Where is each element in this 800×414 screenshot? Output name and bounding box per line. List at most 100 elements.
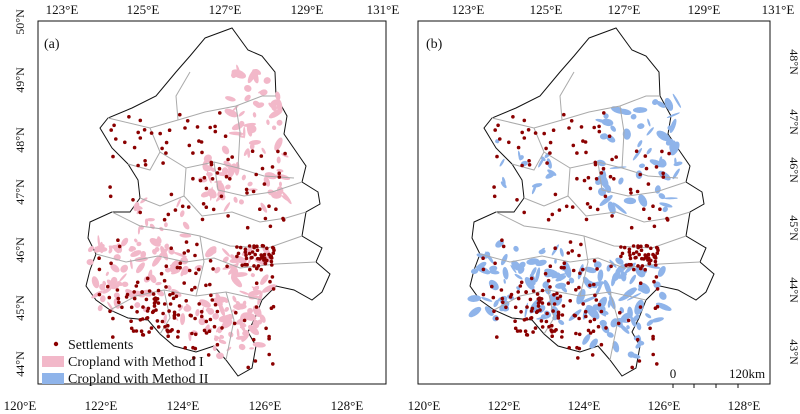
cropland-patch (232, 295, 237, 303)
cropland-patch (272, 125, 277, 131)
settlement-dot (591, 329, 596, 334)
settlement-dot (583, 140, 588, 144)
settlement-dot (577, 346, 582, 351)
settlement-dot (243, 247, 248, 252)
cropland-patch (601, 118, 614, 127)
settlement-dot (493, 128, 498, 132)
panel-a-cropland-layer (86, 64, 292, 360)
settlement-dot (238, 245, 243, 250)
settlement-dot (210, 177, 215, 181)
cropland-patch (568, 277, 575, 284)
settlement-dot (665, 218, 670, 222)
settlement-dot (192, 356, 196, 360)
settlement-dot (164, 140, 169, 145)
settlement-dot (551, 309, 555, 313)
settlement-dot (568, 299, 572, 303)
settlement-dot (259, 253, 264, 257)
settlement-dot (213, 129, 218, 134)
settlement-dot (620, 251, 625, 256)
settlement-dot (500, 238, 504, 242)
settlement-dot (183, 126, 187, 130)
settlement-dot (540, 325, 545, 329)
cropland-patch (225, 96, 236, 102)
cropland-patch (656, 130, 671, 142)
settlement-dot (575, 151, 579, 155)
cropland-patch (247, 148, 251, 158)
settlement-dot (529, 276, 534, 281)
legend-method-1-swatch (42, 356, 64, 367)
settlement-dot (516, 290, 520, 294)
cropland-patch (195, 308, 200, 317)
settlement-dot (232, 321, 237, 326)
county-boundary (493, 289, 647, 311)
cropland-patch (252, 100, 260, 107)
settlement-dot (523, 329, 528, 334)
cropland-patch (598, 187, 607, 196)
settlement-dot (172, 316, 177, 320)
settlement-dot (180, 204, 185, 209)
settlement-dot (590, 353, 595, 357)
settlement-dot (546, 302, 551, 306)
cropland-patch (205, 307, 211, 312)
cropland-patch (476, 253, 489, 259)
settlement-dot (592, 125, 596, 130)
settlement-dot (277, 175, 282, 179)
settlement-dot (267, 204, 271, 208)
settlement-dot (595, 267, 599, 271)
cropland-patch (495, 139, 500, 144)
settlement-dot (171, 291, 175, 296)
settlement-dot (131, 329, 136, 333)
settlement-dot (537, 299, 542, 304)
cropland-patch (511, 260, 521, 271)
settlement-dot (271, 362, 275, 366)
panel-b-bottom-tick: 126°E (648, 398, 681, 413)
cropland-patch (580, 295, 597, 304)
cropland-patch (514, 273, 523, 280)
cropland-patch (120, 264, 129, 273)
settlement-dot (513, 305, 518, 310)
settlement-dot (559, 265, 564, 270)
county-boundary (597, 161, 687, 197)
cropland-patch (212, 296, 228, 304)
settlement-dot (228, 177, 232, 181)
county-boundary (523, 167, 571, 207)
settlement-dot (593, 160, 598, 165)
settlement-dot (567, 126, 571, 130)
settlement-dot (134, 329, 139, 333)
settlement-dot (176, 329, 180, 334)
settlement-dot (215, 309, 220, 314)
cropland-patch (500, 181, 507, 189)
settlement-dot (123, 140, 127, 145)
settlement-dot (115, 288, 120, 292)
settlement-dot (149, 131, 154, 135)
settlement-dot (667, 151, 671, 156)
cropland-patch (623, 197, 637, 205)
settlement-dot (546, 278, 551, 283)
settlement-dot (208, 317, 213, 322)
cropland-patch (91, 276, 100, 289)
panel-b-right-tick: 43°N (787, 339, 800, 365)
cropland-patch (618, 177, 624, 185)
cropland-patch (632, 107, 648, 113)
cropland-patch (510, 264, 517, 274)
cropland-patch (108, 245, 120, 250)
settlement-dot (656, 248, 660, 253)
settlement-dot (496, 123, 500, 128)
settlement-dot (561, 304, 566, 308)
legend-method-2-swatch (42, 373, 64, 384)
cropland-patch (235, 335, 247, 340)
settlement-dot (601, 166, 606, 171)
cropland-patch (669, 118, 677, 133)
cropland-patch (257, 291, 263, 306)
cropland-patch (207, 188, 217, 199)
settlement-dot (602, 111, 606, 115)
cropland-patch (206, 171, 212, 184)
cropland-patch (218, 303, 226, 317)
settlement-dot (166, 212, 171, 217)
cropland-patch (110, 264, 120, 273)
cropland-patch (222, 256, 229, 263)
cropland-patch (247, 307, 253, 314)
settlement-dot (586, 328, 591, 333)
settlement-dot (161, 161, 165, 165)
panel-b-top-tick: 125°E (530, 2, 563, 17)
